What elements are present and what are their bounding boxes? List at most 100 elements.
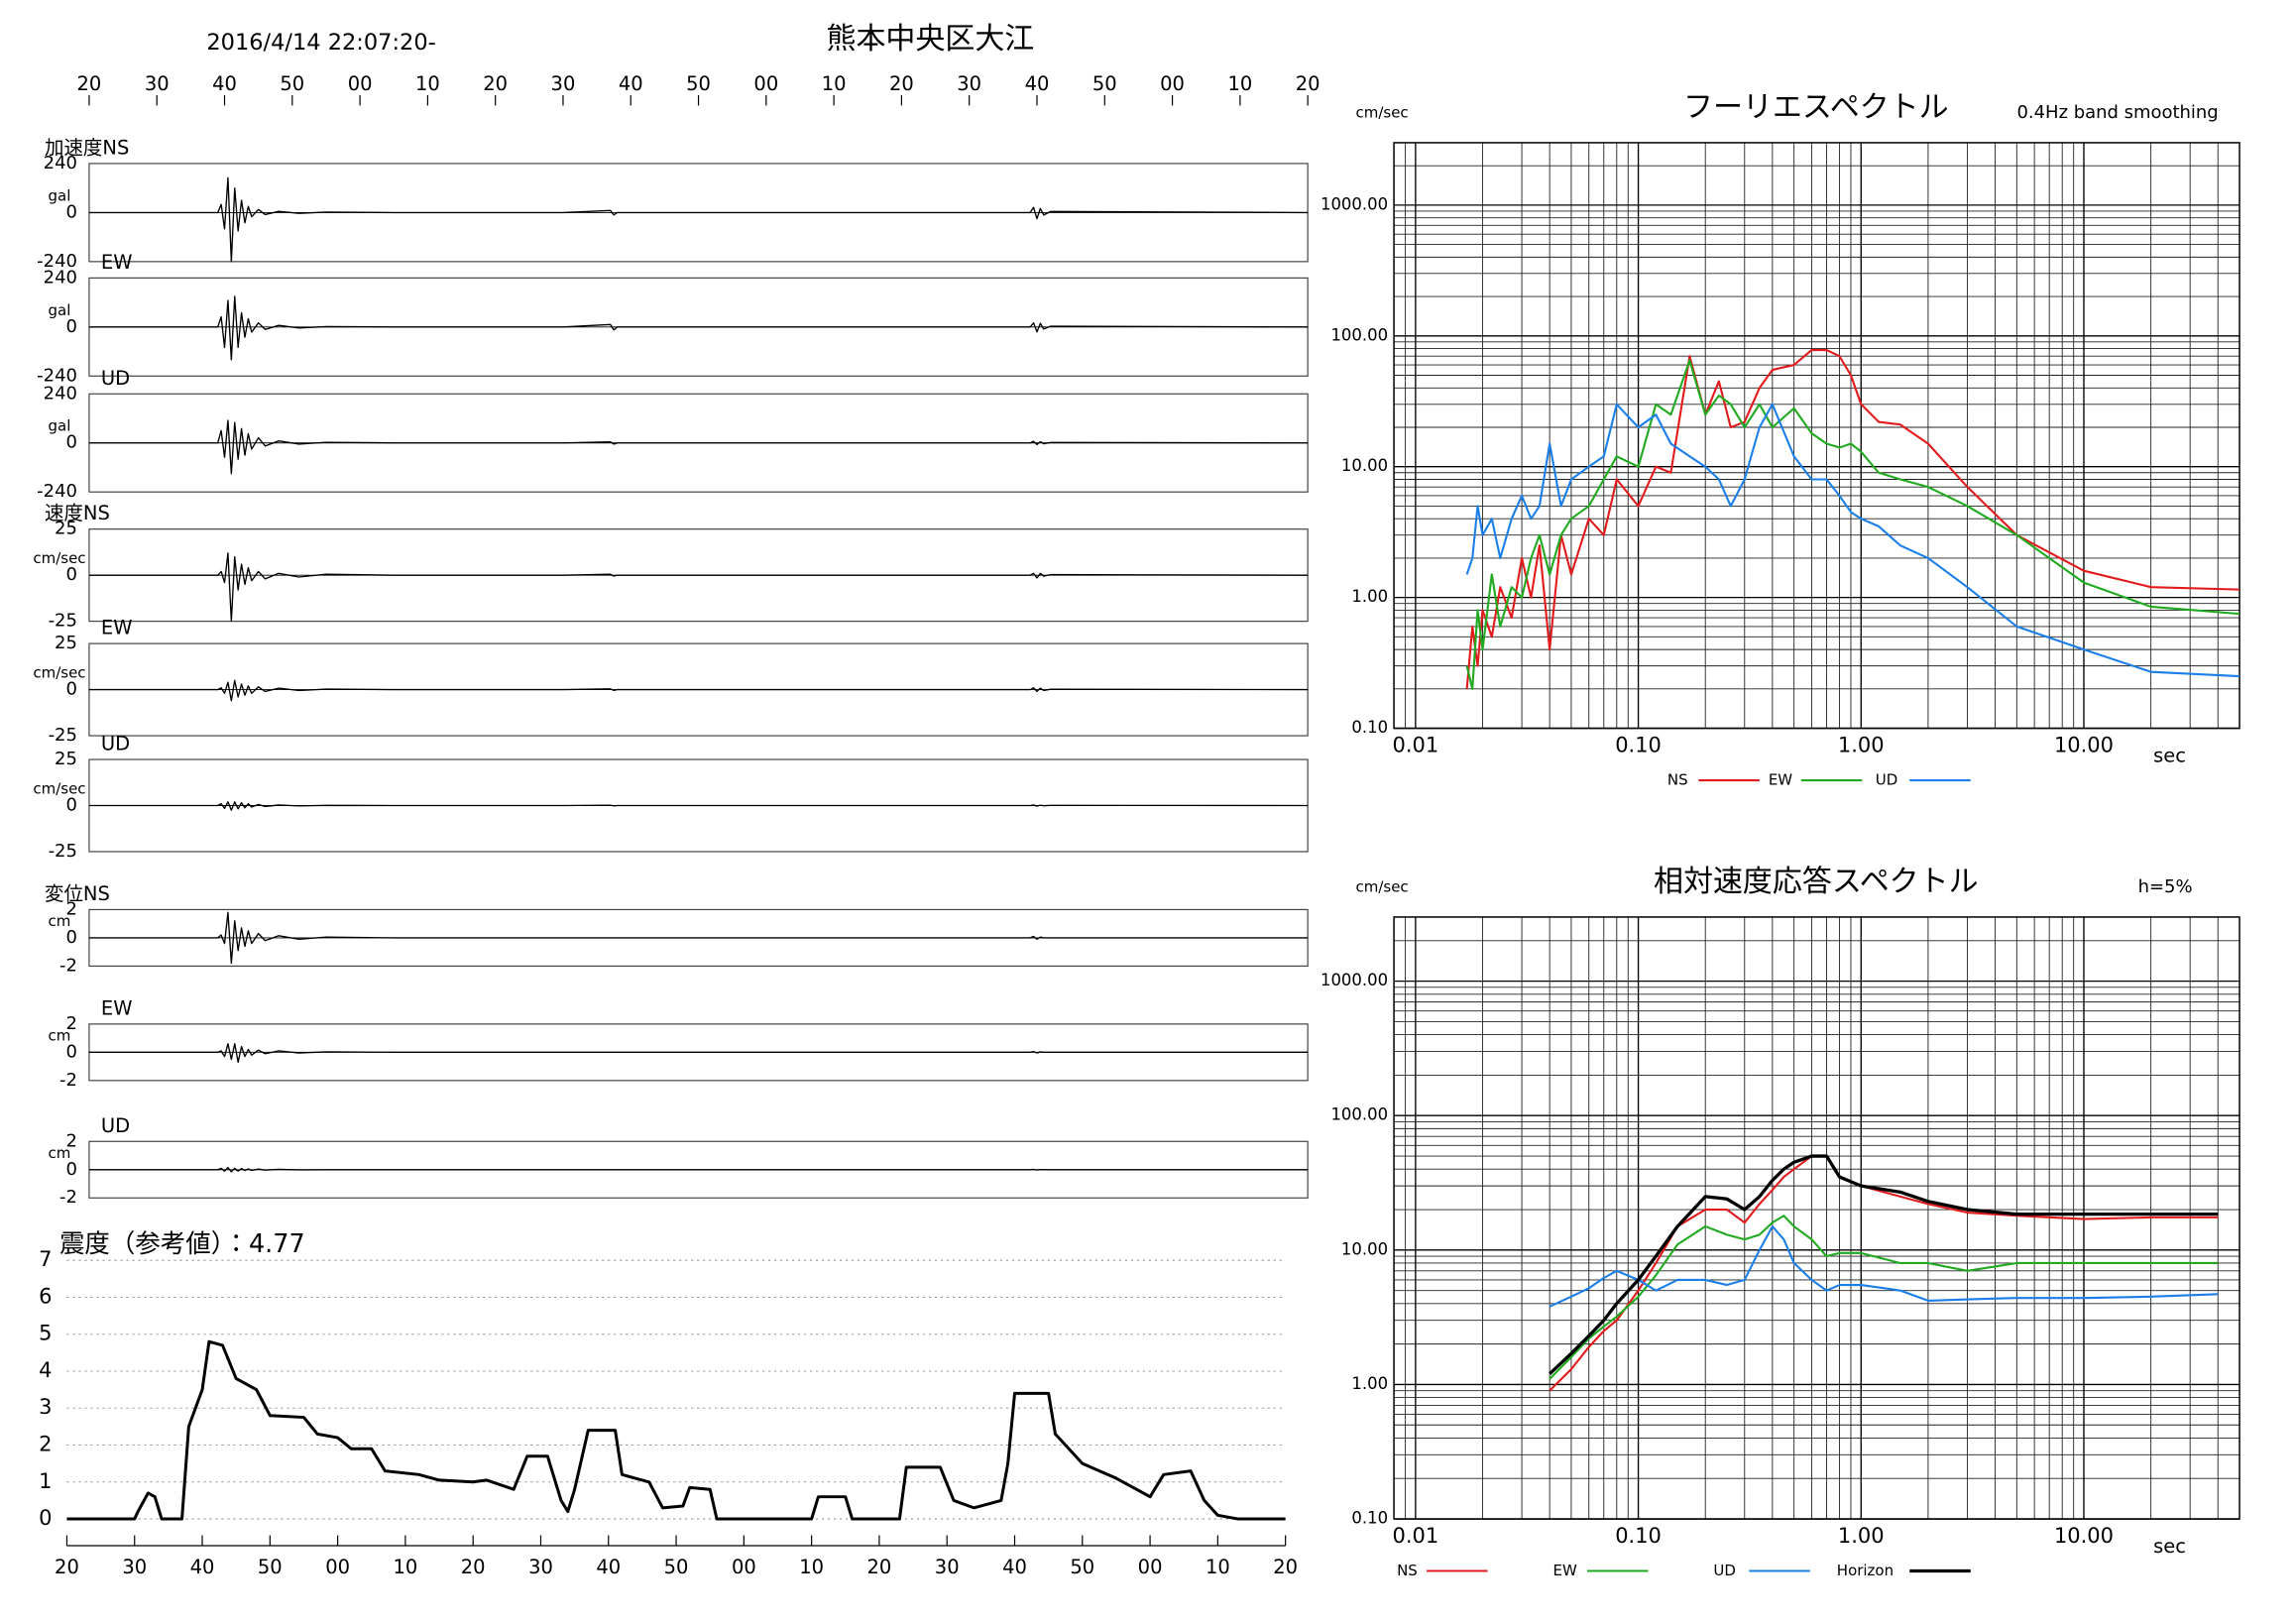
waveform (88, 176, 1309, 263)
x-tick-label: 20 (1273, 1556, 1298, 1578)
waveform (88, 552, 1309, 623)
y-tick-label: -2 (59, 1187, 77, 1208)
x-tick-label: 40 (1025, 72, 1050, 95)
panel-label: UD (101, 367, 130, 390)
unit-label: cm/sec (33, 780, 85, 798)
title: 震度（参考値）：4.77 (59, 1229, 305, 1259)
x-tick-label: 30 (957, 72, 981, 95)
y-tick-label: 240 (44, 383, 77, 404)
spectrum-line (1549, 1224, 2219, 1308)
plot-frame (1393, 142, 2240, 730)
x-tick-label: 20 (55, 1556, 79, 1578)
panel-label: EW (101, 251, 133, 274)
y-axis-label: cm/sec (1356, 103, 1409, 121)
y-tick-label: 100.00 (1330, 1105, 1388, 1124)
x-tick-label: 30 (528, 1556, 553, 1578)
x-tick-label: 50 (280, 72, 304, 95)
x-tick-label: 0.01 (1393, 1524, 1439, 1548)
x-tick-label: 20 (867, 1556, 892, 1578)
y-tick-label: 0 (66, 679, 77, 700)
waveform (88, 419, 1309, 475)
y-tick-label: -25 (49, 725, 77, 746)
y-tick-label: 0 (66, 795, 77, 816)
panel-label: 速度NS (45, 502, 110, 524)
x-tick-label: 10 (1227, 72, 1252, 95)
x-tick-label: 00 (325, 1556, 350, 1578)
panel-label: EW (101, 617, 133, 639)
legend-label: EW (1552, 1562, 1576, 1579)
waveform (88, 1043, 1309, 1063)
unit-label: gal (49, 186, 71, 204)
waveform (88, 801, 1309, 811)
x-tick-label: 40 (619, 72, 643, 95)
spectrum-line (1549, 1154, 2219, 1375)
x-tick-label: 20 (77, 72, 102, 95)
plot-frame (1393, 916, 2240, 1520)
unit-label: cm (49, 1026, 71, 1044)
panel-label: 変位NS (45, 882, 110, 905)
x-tick-label: 10 (1205, 1556, 1230, 1578)
y-tick-label: -25 (49, 611, 77, 632)
y-tick-label: 2 (66, 1013, 77, 1034)
x-tick-label: 30 (145, 72, 170, 95)
x-tick-label: 50 (664, 1556, 689, 1578)
x-tick-label: 1.00 (1838, 1524, 1885, 1548)
x-tick-label: 20 (461, 1556, 486, 1578)
unit-label: cm (49, 912, 71, 930)
unit-label: cm/sec (33, 549, 85, 567)
unit-label: gal (49, 301, 71, 319)
x-tick-label: 10.00 (2054, 1524, 2114, 1548)
y-tick-label: 0.10 (1351, 1509, 1388, 1528)
unit-label: gal (49, 417, 71, 435)
y-tick-label: 0 (66, 316, 77, 337)
x-tick-label: 20 (483, 72, 508, 95)
x-tick-label: 10 (415, 72, 440, 95)
x-tick-label: 00 (1138, 1556, 1163, 1578)
x-tick-label: 00 (348, 72, 373, 95)
title: 相対速度応答スペクトル (1654, 865, 1979, 899)
x-tick-label: 0.10 (1615, 1524, 1662, 1548)
x-axis-label: sec (2153, 1535, 2186, 1558)
panel-label: UD (101, 1114, 130, 1137)
x-tick-label: 10 (822, 72, 847, 95)
y-tick-label: 25 (55, 633, 77, 653)
y-tick-label: 6 (39, 1284, 52, 1308)
unit-label: cm/sec (33, 664, 85, 682)
y-tick-label: 0 (66, 1041, 77, 1062)
title: 熊本中央区大江 (827, 22, 1035, 57)
x-tick-label: 10.00 (2054, 734, 2114, 757)
spectrum-line (1549, 1215, 2219, 1380)
x-axis-label: sec (2153, 745, 2186, 767)
y-tick-label: 3 (39, 1395, 52, 1419)
y-tick-label: 5 (39, 1322, 52, 1345)
spectrum-line (1549, 1155, 2219, 1392)
y-tick-label: 240 (44, 267, 77, 288)
y-tick-label: 1000.00 (1320, 194, 1388, 213)
spectrum-line (1465, 403, 2240, 678)
y-tick-label: 0.10 (1351, 718, 1388, 737)
legend-label: UD (1713, 1562, 1736, 1579)
y-tick-label: 0 (66, 432, 77, 453)
x-tick-label: 50 (258, 1556, 283, 1578)
x-tick-label: 40 (212, 72, 237, 95)
x-tick-label: 10 (799, 1556, 824, 1578)
y-tick-label: 1000.00 (1320, 971, 1388, 989)
x-tick-label: 30 (122, 1556, 147, 1578)
y-tick-label: 1.00 (1351, 587, 1388, 606)
x-tick-label: 50 (1070, 1556, 1094, 1578)
panel-label: EW (101, 996, 133, 1019)
y-tick-label: 25 (55, 519, 77, 539)
y-tick-label: -240 (37, 251, 77, 272)
x-tick-label: 30 (551, 72, 576, 95)
y-tick-label: 2 (66, 1130, 77, 1151)
unit-label: cm (49, 1144, 71, 1162)
y-tick-label: 0 (66, 927, 77, 948)
y-tick-label: -240 (37, 481, 77, 502)
y-tick-label: -240 (37, 365, 77, 386)
legend-label: NS (1397, 1562, 1418, 1579)
y-tick-label: 7 (39, 1247, 52, 1271)
legend-label: UD (1876, 771, 1898, 789)
y-tick-label: 4 (39, 1358, 52, 1382)
